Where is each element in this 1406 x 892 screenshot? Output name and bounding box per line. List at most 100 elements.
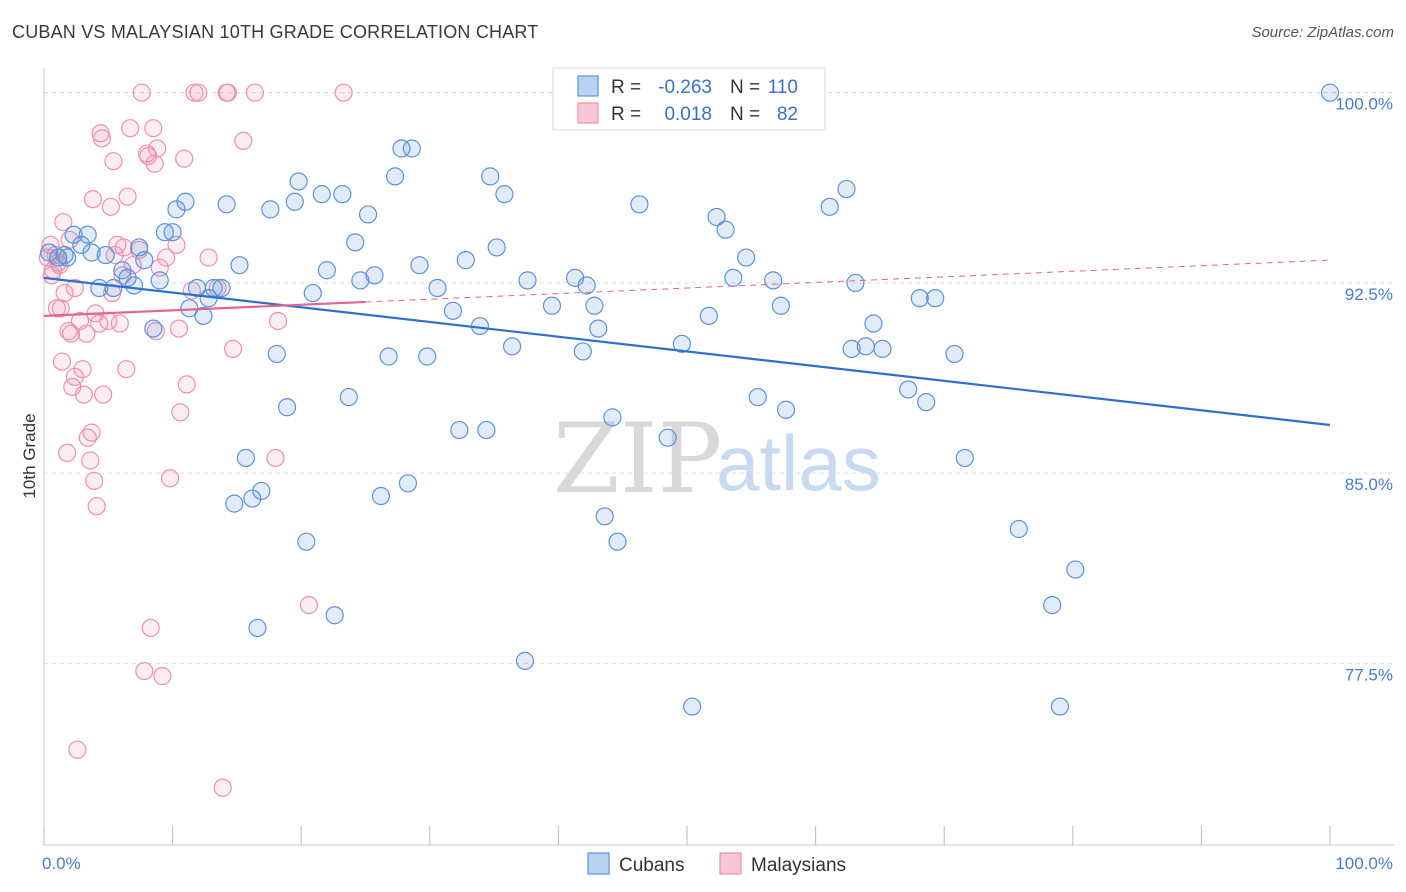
grid bbox=[44, 92, 1395, 664]
malaysian-point-52 bbox=[148, 139, 167, 158]
malaysian-point-10 bbox=[58, 443, 77, 462]
malaysian-point-26 bbox=[87, 497, 106, 516]
cuban-point-87 bbox=[724, 268, 743, 287]
cuban-point-81 bbox=[658, 428, 677, 447]
cuban-point-9 bbox=[96, 245, 115, 265]
cuban-point-67 bbox=[495, 185, 514, 204]
malaysian-point-19 bbox=[74, 385, 93, 404]
malaysian-point-6 bbox=[51, 299, 70, 318]
cuban-point-33 bbox=[248, 618, 267, 638]
cuban-point-101 bbox=[910, 289, 929, 308]
cuban-point-90 bbox=[764, 271, 783, 290]
cuban-point-38 bbox=[285, 192, 304, 211]
cuban-point-24 bbox=[194, 306, 213, 326]
cuban-points bbox=[40, 83, 1340, 716]
cuban-point-76 bbox=[589, 319, 608, 338]
x-tick-labels: 0.0% 100.0% bbox=[42, 854, 1393, 873]
cuban-point-108 bbox=[1066, 560, 1085, 579]
malaysian-point-32 bbox=[101, 197, 120, 216]
malaysian-point-30 bbox=[94, 385, 113, 404]
malaysian-n-value: 82 bbox=[777, 104, 798, 125]
cuban-point-69 bbox=[515, 651, 535, 670]
cuban-point-27 bbox=[212, 278, 231, 298]
malaysian-point-49 bbox=[144, 119, 163, 138]
malaysian-point-64 bbox=[189, 83, 208, 102]
cuban-point-3 bbox=[58, 248, 77, 267]
y-tick-label-3: 100.0% bbox=[1335, 95, 1393, 114]
malaysian-point-44 bbox=[132, 83, 151, 102]
malaysian-point-7 bbox=[52, 352, 72, 371]
cuban-n-value: 110 bbox=[768, 77, 798, 98]
cuban-point-49 bbox=[358, 205, 378, 224]
x-tick-label-0: 0.0% bbox=[42, 854, 81, 873]
malaysian-point-72 bbox=[245, 83, 265, 102]
malaysian-r-label: R = bbox=[611, 104, 641, 125]
cuban-point-80 bbox=[630, 195, 649, 214]
cuban-point-4 bbox=[64, 225, 83, 244]
cuban-point-43 bbox=[317, 261, 337, 280]
cuban-point-15 bbox=[135, 251, 154, 270]
y-axis-label: 10th Grade bbox=[20, 413, 39, 498]
cuban-point-28 bbox=[217, 195, 236, 214]
cuban-point-17 bbox=[150, 271, 169, 290]
malaysian-point-40 bbox=[118, 187, 137, 206]
cuban-point-110 bbox=[1320, 83, 1340, 102]
malaysian-point-14 bbox=[65, 278, 84, 298]
cuban-point-75 bbox=[585, 296, 604, 315]
cuban-point-83 bbox=[683, 697, 702, 716]
cuban-point-103 bbox=[926, 289, 945, 308]
malaysian-trend-line bbox=[43, 300, 366, 318]
cuban-point-99 bbox=[873, 339, 892, 358]
cuban-point-94 bbox=[837, 179, 856, 199]
cuban-point-56 bbox=[402, 139, 421, 158]
malaysian-point-75 bbox=[299, 595, 319, 615]
watermark: ZIP atlas bbox=[553, 403, 881, 515]
malaysian-point-69 bbox=[218, 83, 237, 102]
cuban-point-71 bbox=[542, 296, 562, 315]
cuban-point-65 bbox=[481, 167, 500, 186]
malaysian-point-16 bbox=[68, 740, 87, 759]
malaysian-point-22 bbox=[81, 451, 100, 470]
cuban-point-97 bbox=[856, 337, 875, 356]
cuban-point-86 bbox=[716, 220, 735, 239]
cuban-point-42 bbox=[312, 185, 331, 204]
cuban-point-36 bbox=[267, 344, 286, 364]
malaysian-point-73 bbox=[266, 448, 285, 468]
y-tick-label-2: 92.5% bbox=[1345, 285, 1393, 304]
cuban-point-58 bbox=[418, 347, 437, 366]
malaysian-point-48 bbox=[141, 618, 160, 638]
cuban-point-41 bbox=[303, 283, 322, 303]
malaysian-r-value: 0.018 bbox=[664, 104, 712, 125]
malaysian-point-61 bbox=[177, 375, 196, 394]
malaysian-point-59 bbox=[171, 403, 190, 422]
malaysian-point-66 bbox=[208, 278, 227, 298]
cuban-point-73 bbox=[573, 342, 592, 361]
watermark-zip: ZIP bbox=[553, 403, 722, 515]
malaysian-point-80 bbox=[104, 152, 123, 171]
cuban-point-53 bbox=[385, 167, 405, 186]
malaysian-point-24 bbox=[83, 190, 102, 209]
cuban-point-55 bbox=[398, 474, 418, 493]
cuban-point-39 bbox=[289, 172, 308, 191]
cuban-point-64 bbox=[477, 420, 496, 440]
cuban-point-47 bbox=[346, 233, 365, 252]
malaysian-point-60 bbox=[175, 149, 194, 168]
malaysian-point-50 bbox=[145, 154, 164, 173]
malaysian-n-label: N = bbox=[730, 104, 760, 125]
malaysian-point-15 bbox=[65, 367, 84, 386]
malaysian-point-38 bbox=[114, 238, 133, 257]
cuban-point-92 bbox=[776, 400, 796, 419]
legend-malaysians-label: Malaysians bbox=[751, 855, 846, 876]
malaysian-point-41 bbox=[121, 119, 140, 138]
malaysian-point-55 bbox=[157, 248, 176, 267]
cuban-point-84 bbox=[699, 306, 718, 326]
cuban-point-19 bbox=[163, 223, 182, 242]
cuban-point-60 bbox=[443, 301, 463, 320]
axes bbox=[43, 68, 1395, 846]
malaysian-point-25 bbox=[85, 471, 104, 490]
cuban-point-66 bbox=[487, 238, 506, 257]
cuban-point-105 bbox=[955, 448, 974, 468]
cuban-point-79 bbox=[608, 532, 627, 551]
malaysian-swatch bbox=[577, 102, 599, 124]
cuban-point-89 bbox=[748, 387, 767, 407]
